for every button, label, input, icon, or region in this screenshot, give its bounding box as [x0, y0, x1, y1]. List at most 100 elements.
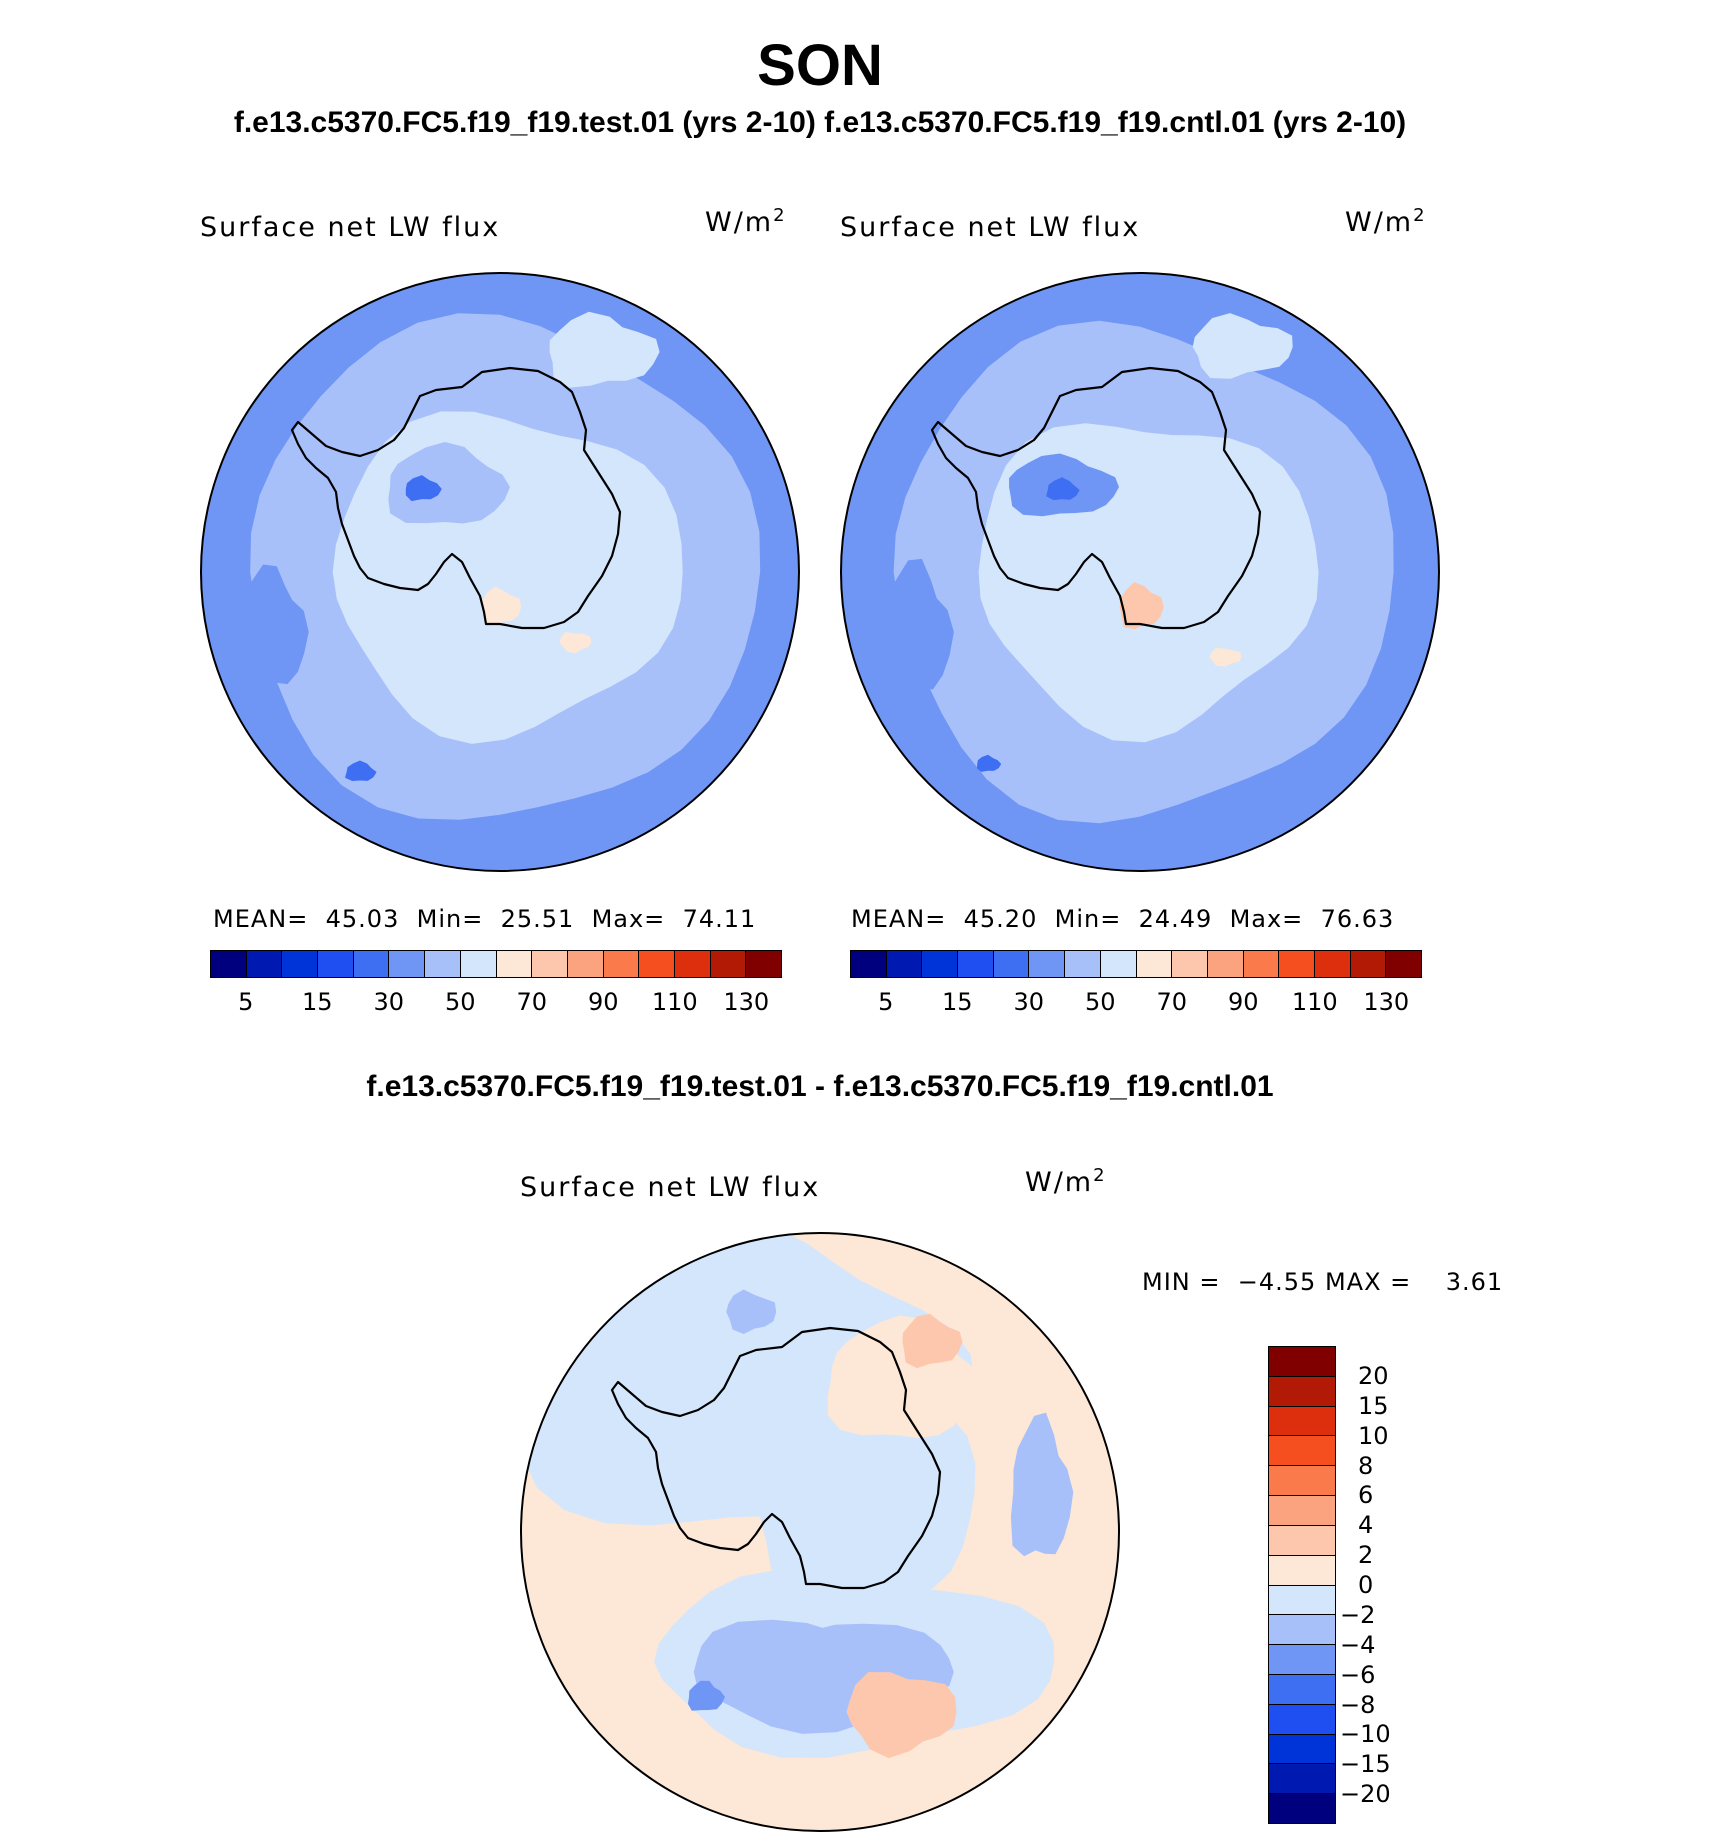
- colorbar-swatch: [532, 951, 568, 977]
- colorbar-tick-label: 130: [1363, 988, 1410, 1016]
- panel1-polar-map: [200, 272, 800, 872]
- colorbar-swatch: [1269, 1496, 1335, 1526]
- panel2-polar-map: [840, 272, 1440, 872]
- colorbar-swatch: [1269, 1764, 1335, 1795]
- panel1-stats: MEAN= 45.03 Min= 25.51 Max= 74.11: [213, 905, 757, 933]
- colorbar-swatch: [1269, 1436, 1335, 1467]
- colorbar-swatch: [460, 951, 497, 977]
- colorbar-tick-label: 30: [373, 988, 405, 1016]
- contour-region: [881, 558, 954, 693]
- colorbar-tick-label: 15: [301, 988, 333, 1016]
- colorbar-swatch: [1269, 1734, 1335, 1765]
- colorbar-swatch: [1269, 1585, 1335, 1616]
- map-boundary: [520, 1232, 1120, 1832]
- figure-subtitle: f.e13.c5370.FC5.f19_f19.test.01 (yrs 2-1…: [233, 106, 1407, 139]
- contour-region: [1192, 313, 1293, 379]
- colorbar-tick-label: −4: [1340, 1630, 1376, 1659]
- colorbar-swatch: [993, 951, 1030, 977]
- panel2-units: W/m2: [1345, 205, 1425, 238]
- colorbar-tick-label: 6: [1358, 1481, 1374, 1510]
- contour-region: [1119, 582, 1164, 630]
- colorbar-swatch: [886, 951, 923, 977]
- colorbar-swatch: [746, 951, 781, 977]
- colorbar-swatch: [1269, 1794, 1335, 1823]
- panel3-colorbar: [1268, 1346, 1336, 1824]
- contour-region: [977, 754, 1002, 772]
- colorbar-tick-label: 110: [651, 988, 698, 1016]
- contour-region: [1046, 477, 1080, 501]
- colorbar-tick-label: −20: [1340, 1780, 1391, 1809]
- colorbar-swatch: [1350, 951, 1387, 977]
- colorbar-swatch: [353, 951, 390, 977]
- colorbar-swatch: [567, 951, 604, 977]
- colorbar-swatch: [496, 951, 533, 977]
- colorbar-swatch: [922, 951, 959, 977]
- panel2-field-title: Surface net LW flux: [840, 212, 1141, 243]
- colorbar-swatch: [1269, 1347, 1335, 1377]
- colorbar-swatch: [318, 951, 354, 977]
- panel2-stats: MEAN= 45.20 Min= 24.49 Max= 76.63: [851, 905, 1395, 933]
- contour-region: [405, 475, 442, 502]
- contour-region: [238, 564, 309, 691]
- colorbar-swatch: [1314, 951, 1351, 977]
- map-boundary: [200, 272, 800, 872]
- figure-title: SON: [757, 33, 883, 98]
- colorbar-tick-label: 0: [1358, 1571, 1374, 1599]
- colorbar-tick-label: 90: [1227, 988, 1259, 1016]
- coastline: [930, 366, 1262, 630]
- panel3-polar-map: [520, 1232, 1120, 1832]
- colorbar-tick-label: −6: [1340, 1660, 1376, 1689]
- colorbar-swatch: [1100, 951, 1137, 977]
- colorbar-swatch: [1269, 1525, 1335, 1556]
- coastline: [610, 1326, 942, 1590]
- colorbar-swatch: [246, 951, 283, 977]
- colorbar-swatch: [851, 951, 887, 977]
- colorbar-tick-label: 130: [723, 988, 770, 1016]
- colorbar-swatch: [282, 951, 319, 977]
- colorbar-tick-label: 4: [1358, 1511, 1374, 1540]
- colorbar-swatch: [1029, 951, 1066, 977]
- colorbar-swatch: [1269, 1555, 1335, 1586]
- colorbar-swatch: [710, 951, 747, 977]
- contour-region: [902, 1313, 963, 1369]
- colorbar-swatch: [425, 951, 461, 977]
- colorbar-tick-label: 8: [1358, 1451, 1374, 1480]
- panel3-stats: MIN = −4.55 MAX = 3.61: [1142, 1268, 1504, 1296]
- contour-region: [388, 442, 510, 524]
- colorbar-swatch: [1136, 951, 1173, 977]
- colorbar-tick-label: 20: [1358, 1361, 1389, 1390]
- colorbar-swatch: [1269, 1466, 1335, 1497]
- map-boundary: [840, 272, 1440, 872]
- contour-region: [687, 1680, 725, 1711]
- colorbar-tick-label: −10: [1340, 1720, 1391, 1749]
- contour-region: [559, 631, 592, 654]
- colorbar-swatch: [1065, 951, 1101, 977]
- colorbar-tick-label: 70: [516, 988, 548, 1016]
- colorbar-swatch: [1269, 1704, 1335, 1735]
- colorbar-swatch: [1386, 951, 1421, 977]
- colorbar-tick-label: 30: [1013, 988, 1045, 1016]
- contour-region: [345, 760, 377, 781]
- colorbar-swatch: [1269, 1376, 1335, 1407]
- colorbar-swatch: [639, 951, 675, 977]
- panel1-units: W/m2: [705, 205, 785, 238]
- colorbar-tick-label: 90: [587, 988, 619, 1016]
- colorbar-swatch: [1243, 951, 1280, 977]
- contour-region: [1010, 1412, 1074, 1557]
- panel3-units: W/m2: [1025, 1165, 1105, 1198]
- colorbar-tick-label: 15: [941, 988, 973, 1016]
- coastline: [290, 366, 622, 630]
- difference-title: f.e13.c5370.FC5.f19_f19.test.01 - f.e13.…: [366, 1070, 1274, 1103]
- panel2-colorbar: [850, 950, 1422, 978]
- colorbar-swatch: [1279, 951, 1315, 977]
- colorbar-tick-label: 110: [1291, 988, 1338, 1016]
- colorbar-swatch: [603, 951, 640, 977]
- colorbar-tick-label: 5: [878, 988, 894, 1016]
- colorbar-swatch: [674, 951, 711, 977]
- colorbar-tick-label: 50: [1084, 988, 1116, 1016]
- colorbar-tick-label: 50: [444, 988, 476, 1016]
- contour-region: [726, 1289, 777, 1334]
- colorbar-tick-label: 5: [238, 988, 254, 1016]
- contour-region: [846, 1672, 957, 1759]
- colorbar-tick-label: −2: [1340, 1600, 1376, 1629]
